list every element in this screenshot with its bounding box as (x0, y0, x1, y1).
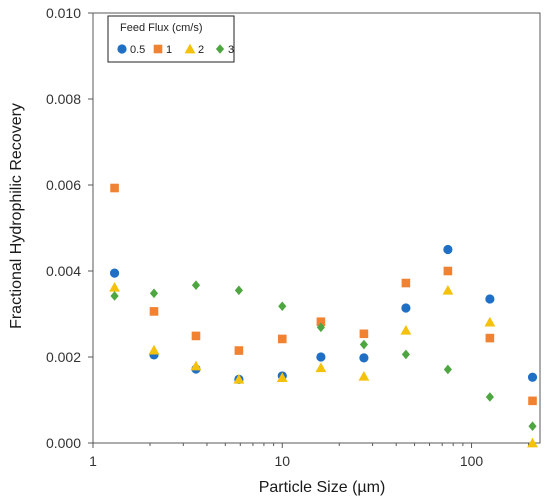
series-triangle (109, 281, 538, 448)
y-tick-label: 0.002 (46, 349, 81, 365)
data-point (110, 183, 119, 193)
data-point (316, 352, 326, 362)
data-point (401, 278, 411, 288)
data-point (149, 288, 159, 299)
data-point (401, 349, 410, 360)
data-point (484, 316, 496, 327)
legend-box (107, 15, 235, 63)
data-point (110, 291, 119, 301)
data-point (190, 360, 202, 371)
data-points (109, 183, 538, 448)
plot-frame (92, 12, 541, 444)
series-circle (109, 244, 538, 384)
legend-label: 3 (228, 44, 234, 56)
data-point (149, 307, 159, 316)
y-tick-label: 0.004 (46, 263, 81, 279)
data-point (358, 370, 370, 381)
data-point (485, 294, 495, 304)
x-axis-title: Particle Size (µm) (259, 479, 386, 496)
legend-items: 0.5 1 2 3 (117, 43, 234, 56)
data-point (315, 362, 327, 373)
y-tick-label: 0.010 (46, 5, 81, 21)
data-point (485, 392, 494, 402)
axes (88, 12, 541, 448)
legend: Feed Flux (cm/s) 0.5 1 2 3 (107, 15, 235, 63)
legend-marker (117, 44, 127, 54)
series-diamond (110, 280, 537, 432)
data-point (359, 353, 369, 363)
y-axis-title: Fractional Hydrophilic Recovery (8, 103, 25, 329)
data-point (276, 372, 288, 382)
data-point (233, 373, 245, 384)
legend-label: 2 (198, 44, 204, 56)
legend-title: Feed Flux (cm/s) (120, 22, 203, 34)
data-point (191, 331, 201, 341)
data-point (191, 280, 201, 290)
data-point (528, 396, 537, 406)
data-point (148, 344, 160, 355)
data-point (527, 437, 538, 448)
y-tick-label: 0.008 (46, 91, 81, 107)
x-tick-label: 10 (274, 453, 290, 469)
y-tick-label: 0.000 (46, 435, 81, 451)
data-point (443, 244, 453, 255)
data-point (485, 333, 495, 343)
legend-label: 1 (166, 44, 172, 56)
legend-marker (153, 44, 163, 54)
data-point (400, 324, 412, 335)
data-point (316, 317, 326, 327)
data-point (234, 285, 243, 296)
legend-label: 0.5 (130, 44, 145, 56)
data-point (442, 284, 454, 295)
x-tick-label: 100 (460, 453, 484, 469)
tick-labels: 1 10 100 0.000 0.002 0.004 0.006 0.008 0.010 (46, 5, 483, 469)
data-point (278, 301, 287, 312)
legend-marker (184, 43, 196, 54)
data-point (316, 322, 325, 333)
data-point (359, 339, 368, 350)
data-point (401, 303, 411, 313)
data-point (527, 372, 538, 382)
y-tick-label: 0.006 (46, 177, 81, 193)
data-point (443, 364, 452, 375)
data-point (109, 268, 120, 278)
legend-marker (215, 44, 225, 54)
data-point (109, 281, 120, 292)
data-point (359, 329, 369, 339)
x-tick-label: 1 (89, 453, 97, 469)
data-point (277, 334, 287, 344)
data-point (528, 421, 537, 432)
data-point (443, 266, 453, 276)
data-point (234, 346, 244, 355)
series-square (110, 183, 537, 406)
